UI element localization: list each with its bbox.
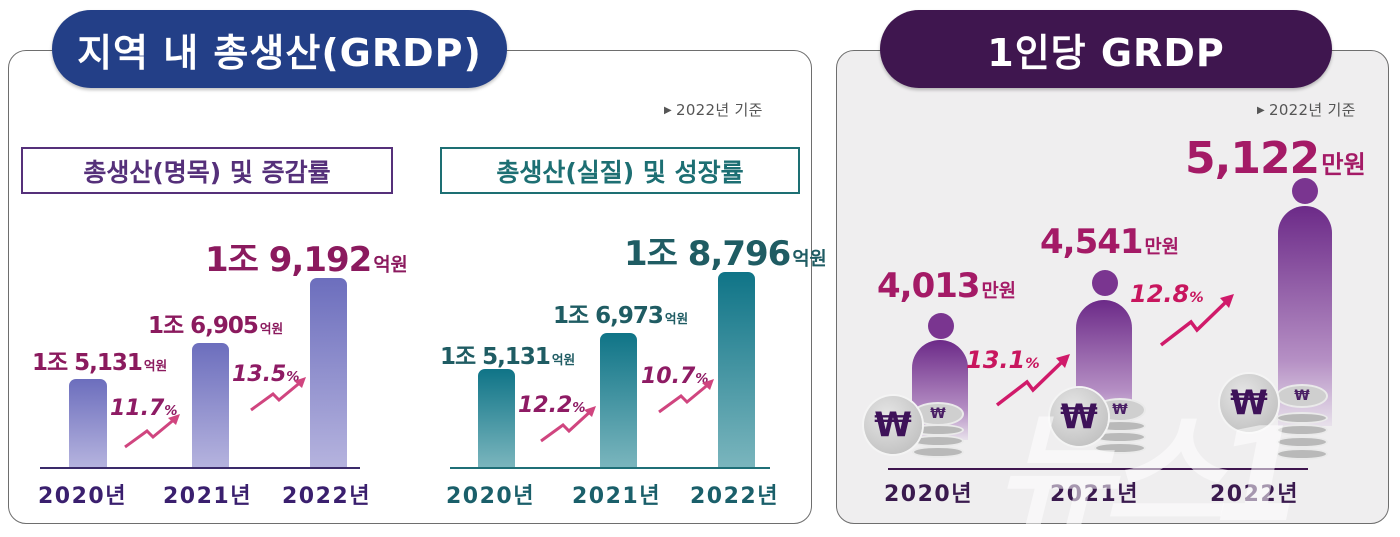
per-capita-year-2020: 2020년 <box>884 482 973 507</box>
triangle-marker-icon: ▶ <box>664 105 672 116</box>
real-value-2020: 1조 5,131 억원 <box>440 344 576 370</box>
real-bar-2020 <box>478 369 515 467</box>
nominal-bar-2021 <box>192 343 229 467</box>
real-year-2021: 2021년 <box>572 484 661 509</box>
per-capita-year-2022: 2022년 <box>1210 482 1299 507</box>
real-value-2022: 1조 8,796 억원 <box>624 234 827 274</box>
trend-arrow-icon <box>1159 294 1234 347</box>
per-capita-x-axis <box>888 468 1308 470</box>
coin-stack-icon-2021: ₩ ₩ <box>1030 380 1146 460</box>
real-year-2022: 2022년 <box>690 484 779 509</box>
per-capita-rate-2022: 12.8% <box>1130 280 1204 308</box>
nominal-year-2022: 2022년 <box>282 484 371 509</box>
per-capita-title-banner: 1인당 GRDP <box>880 10 1332 88</box>
coin-stack-icon-2020: ₩ ₩ <box>864 388 974 463</box>
per-capita-basis-note: ▶ 2022년 기준 <box>1257 101 1356 119</box>
nominal-bar-2020 <box>69 379 107 467</box>
real-x-axis <box>450 467 770 469</box>
nominal-year-2021: 2021년 <box>163 484 252 509</box>
won-coin-icon: ₩ <box>1220 374 1278 432</box>
per-capita-value-2020: 4,013 만원 <box>877 266 1016 306</box>
nominal-value-2022: 1조 9,192 억원 <box>205 240 408 280</box>
trend-arrow-icon <box>250 377 306 412</box>
person-head-2020 <box>928 313 954 339</box>
nominal-rate-2022: 13.5% <box>232 362 300 387</box>
won-coin-icon: ₩ <box>1050 388 1108 446</box>
real-subtitle: 총생산(실질) 및 성장률 <box>440 147 800 194</box>
grdp-title-banner: 지역 내 총생산(GRDP) <box>52 10 507 88</box>
nominal-bar-2022 <box>310 278 347 467</box>
triangle-marker-icon: ▶ <box>1257 105 1265 116</box>
per-capita-rate-2021: 13.1% <box>966 346 1040 374</box>
person-head-2021 <box>1092 270 1118 296</box>
grdp-title: 지역 내 총생산(GRDP) <box>77 30 482 75</box>
won-coin-icon: ₩ <box>864 396 922 454</box>
per-capita-value-2022: 5,122만원 <box>1185 133 1366 184</box>
real-bar-2022 <box>718 272 755 467</box>
per-capita-value-2021: 4,541 만원 <box>1040 222 1179 262</box>
trend-arrow-icon <box>124 414 180 449</box>
nominal-rate-2021: 11.7% <box>110 396 178 421</box>
grdp-panel <box>8 50 812 524</box>
grdp-basis-note: ▶ 2022년 기준 <box>664 101 763 119</box>
trend-arrow-icon <box>995 354 1070 407</box>
trend-arrow-icon <box>540 406 596 443</box>
coin-stack-icon-2022: ₩ ₩ <box>1190 370 1328 465</box>
per-capita-year-2021: 2021년 <box>1050 482 1139 507</box>
nominal-value-2021: 1조 6,905 억원 <box>148 313 284 339</box>
nominal-value-2020: 1조 5,131 억원 <box>32 350 168 376</box>
real-value-2021: 1조 6,973 억원 <box>553 303 689 329</box>
nominal-x-axis <box>40 467 360 469</box>
real-rate-2021: 12.2% <box>518 393 586 418</box>
trend-arrow-icon <box>658 379 714 414</box>
real-bar-2021 <box>600 333 637 467</box>
person-head-2022 <box>1292 178 1318 204</box>
real-year-2020: 2020년 <box>446 484 535 509</box>
nominal-year-2020: 2020년 <box>38 484 127 509</box>
nominal-subtitle: 총생산(명목) 및 증감률 <box>21 147 393 194</box>
per-capita-title: 1인당 GRDP <box>987 30 1225 75</box>
